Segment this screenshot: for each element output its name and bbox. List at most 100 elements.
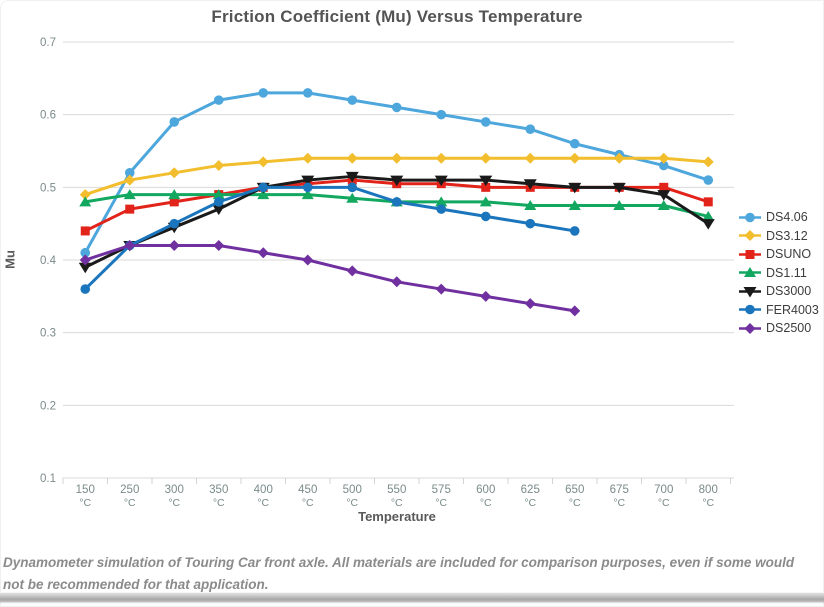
x-tick-label: 800 — [699, 484, 718, 496]
series-DS3.12 — [79, 152, 714, 201]
data-point-FER4003 — [347, 182, 358, 193]
legend-marker-circle-icon — [739, 212, 761, 223]
data-point-DS3000 — [345, 171, 359, 183]
legend-item-DS3000[interactable]: DS3000 — [739, 282, 819, 301]
y-tick-label: 0.7 — [40, 37, 56, 49]
data-point-DS4.06 — [213, 95, 224, 105]
data-point-DS4.06 — [124, 168, 135, 178]
data-point-DS2500 — [569, 305, 581, 317]
data-point-DS3000 — [523, 179, 537, 190]
data-point-DS3.12 — [524, 152, 536, 164]
data-point-FER4003 — [258, 182, 269, 193]
data-point-FER4003 — [80, 284, 91, 294]
legend-item-FER4003[interactable]: FER4003 — [739, 301, 819, 320]
data-point-DS3.12 — [569, 152, 581, 164]
data-point-FER4003 — [391, 197, 402, 207]
legend-label: DS1.11 — [766, 265, 807, 280]
data-point-DS4.06 — [703, 175, 714, 185]
chart-title: Friction Coefficient (Mu) Versus Tempera… — [211, 7, 583, 26]
data-point-DS4.06 — [347, 95, 358, 105]
data-point-DS4.06 — [391, 102, 402, 113]
data-point-DSUNO — [659, 182, 669, 192]
data-point-DS3.12 — [613, 152, 625, 164]
y-tick-label: 0.5 — [40, 182, 56, 194]
data-point-DS1.11 — [657, 200, 670, 210]
legend-label: DS3.12 — [766, 228, 808, 243]
legend-item-DS1.11[interactable]: DS1.11 — [739, 264, 819, 283]
data-point-DS4.06 — [302, 88, 313, 98]
data-point-DS1.11 — [301, 189, 314, 200]
data-point-DS3.12 — [213, 160, 225, 172]
data-point-DS3.12 — [658, 152, 670, 164]
x-tick-unit: °C — [124, 497, 136, 509]
data-point-DS4.06 — [525, 124, 536, 134]
data-point-DS1.11 — [346, 192, 359, 203]
data-point-DS1.11 — [702, 210, 715, 221]
series-line-DS2500 — [83, 243, 577, 313]
x-tick-label: 250 — [120, 484, 139, 496]
legend-item-DSUNO[interactable]: DSUNO — [739, 245, 819, 264]
chart-plot-area: 0.10.20.30.40.50.60.7150°C250°C300°C350°… — [40, 37, 734, 509]
x-tick-unit: °C — [168, 497, 180, 509]
legend-marker-shape — [744, 230, 756, 242]
legend-marker-diamond-icon — [739, 322, 761, 334]
x-tick-unit: °C — [435, 497, 447, 509]
data-point-FER4003 — [169, 218, 180, 229]
legend-marker-shape — [744, 267, 756, 278]
y-tick-label: 0.6 — [40, 110, 56, 122]
data-point-DS4.06 — [569, 138, 580, 149]
data-point-DS4.06 — [436, 109, 447, 120]
data-point-DS2500 — [435, 283, 447, 295]
bottom-divider — [0, 592, 824, 602]
data-point-DS3.12 — [391, 152, 403, 164]
data-point-DS2500 — [302, 254, 314, 266]
x-tick-label: 400 — [254, 484, 273, 496]
data-point-DS2500 — [257, 247, 269, 259]
legend-marker-shape — [745, 212, 755, 223]
legend-marker-shape — [743, 286, 757, 298]
chart-legend: DS4.06 DS3.12 DSUNO DS1.11 DS3000 FER4003 DS25… — [739, 208, 819, 338]
data-point-DS1.11 — [257, 189, 270, 200]
x-tick-label: 350 — [209, 484, 228, 496]
data-point-DS3000 — [701, 219, 715, 230]
data-point-DS2500 — [524, 298, 536, 310]
data-point-DS2500 — [391, 276, 403, 288]
legend-marker-diamond-icon — [739, 230, 761, 242]
data-point-DS4.06 — [169, 117, 180, 127]
x-tick-unit: °C — [346, 497, 358, 509]
data-point-DS3000 — [568, 182, 582, 194]
data-point-DS1.11 — [123, 189, 136, 200]
y-tick-label: 0.4 — [40, 255, 57, 267]
legend-marker-triangle-up-icon — [739, 267, 761, 278]
data-point-DS3.12 — [480, 152, 492, 164]
x-tick-label: 500 — [343, 484, 362, 496]
x-tick-unit: °C — [480, 497, 492, 509]
data-point-DS3.12 — [124, 174, 136, 186]
data-point-DS3000 — [612, 182, 626, 194]
x-tick-unit: °C — [213, 497, 225, 509]
legend-item-DS4.06[interactable]: DS4.06 — [739, 208, 819, 227]
data-point-DS3.12 — [168, 167, 180, 179]
data-point-DSUNO — [481, 182, 491, 192]
data-point-DS1.11 — [168, 189, 181, 200]
data-point-DSUNO — [703, 197, 713, 207]
data-point-DS3.12 — [435, 152, 447, 164]
y-tick-label: 0.1 — [40, 473, 56, 485]
legend-label: DS2500 — [766, 321, 812, 336]
series-DS2500 — [79, 239, 581, 317]
data-point-DS4.06 — [258, 88, 269, 98]
legend-label: DSUNO — [766, 247, 812, 262]
legend-item-DS3.12[interactable]: DS3.12 — [739, 227, 819, 246]
x-tick-label: 300 — [165, 484, 184, 496]
series-FER4003 — [80, 182, 580, 294]
data-point-FER4003 — [213, 197, 224, 207]
legend-item-DS2500[interactable]: DS2500 — [739, 319, 819, 338]
x-tick-label: 600 — [476, 484, 495, 496]
data-point-DS1.11 — [613, 200, 626, 210]
x-tick-label: 550 — [387, 484, 406, 496]
data-point-FER4003 — [569, 226, 580, 236]
legend-marker-circle-icon — [739, 304, 761, 315]
x-tick-unit: °C — [569, 497, 581, 509]
x-tick-unit: °C — [524, 497, 536, 509]
data-point-DS3000 — [657, 190, 671, 201]
